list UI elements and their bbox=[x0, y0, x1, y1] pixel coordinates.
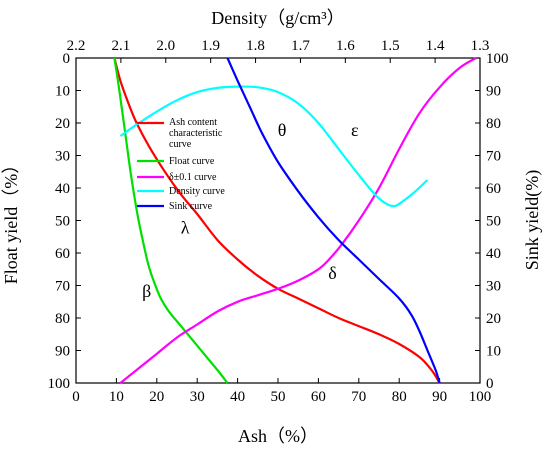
right-tick-label: 50 bbox=[486, 214, 501, 230]
ash-content-curve-line bbox=[113, 57, 441, 384]
left-tick-label: 20 bbox=[55, 116, 70, 132]
right-tick-label: 90 bbox=[486, 84, 501, 100]
x-tick-label: 70 bbox=[351, 389, 366, 405]
x-tick-label: 100 bbox=[469, 389, 492, 405]
right-tick-label: 60 bbox=[486, 181, 501, 197]
legend-label: Density curve bbox=[169, 186, 225, 197]
top-tick-label: 1.9 bbox=[201, 38, 220, 54]
ticks: 0 10 20 30 40 50 60 70 80 90 100010203040506070809… bbox=[48, 38, 509, 405]
right-axis-title: Sink yield(%) bbox=[522, 170, 543, 271]
right-tick-label: 100 bbox=[486, 51, 509, 67]
series-lines bbox=[113, 57, 477, 384]
top-tick-label: 1.8 bbox=[246, 38, 265, 54]
top-tick-label: 2.0 bbox=[156, 38, 175, 54]
left-tick-label: 70 bbox=[55, 279, 70, 295]
x-axis-title: Ash（%） bbox=[238, 426, 318, 446]
legend-label: Float curve bbox=[169, 156, 215, 167]
top-tick-label: 1.6 bbox=[336, 38, 355, 54]
x-tick-label: 90 bbox=[432, 389, 447, 405]
x-tick-label: 20 bbox=[149, 389, 164, 405]
legend-label: δ±0.1 curve bbox=[169, 172, 217, 183]
annotations: θ ε λ δ β bbox=[142, 120, 359, 301]
right-tick-label: 30 bbox=[486, 279, 501, 295]
legend-label: Sink curve bbox=[169, 201, 213, 212]
x-tick-label: 10 bbox=[109, 389, 124, 405]
x-tick-label: 0 bbox=[72, 389, 80, 405]
x-tick-label: 60 bbox=[311, 389, 326, 405]
sink-curve-line bbox=[226, 57, 441, 384]
left-axis-title: Float yield（%） bbox=[1, 156, 21, 285]
left-tick-label: 80 bbox=[55, 311, 70, 327]
curve-annotation: δ bbox=[328, 263, 336, 283]
curve-annotation: β bbox=[142, 281, 151, 301]
top-tick-label: 2.1 bbox=[112, 38, 131, 54]
x-tick-label: 40 bbox=[230, 389, 245, 405]
right-tick-label: 80 bbox=[486, 116, 501, 132]
x-tick-label: 50 bbox=[271, 389, 286, 405]
top-tick-label: 1.5 bbox=[381, 38, 400, 54]
top-tick-label: 1.4 bbox=[426, 38, 445, 54]
top-axis-title: Density（g/cm³） bbox=[211, 8, 344, 28]
x-tick-label: 30 bbox=[190, 389, 205, 405]
delta-curve-line bbox=[119, 57, 477, 384]
curve-annotation: θ bbox=[278, 120, 287, 140]
right-tick-label: 40 bbox=[486, 246, 501, 262]
right-tick-label: 10 bbox=[486, 344, 501, 360]
plot-frame bbox=[75, 57, 481, 384]
left-tick-label: 90 bbox=[55, 344, 70, 360]
left-tick-label: 0 bbox=[63, 51, 71, 67]
float-curve-line bbox=[113, 57, 229, 384]
left-tick-label: 50 bbox=[55, 214, 70, 230]
left-tick-label: 100 bbox=[48, 376, 71, 392]
left-tick-label: 10 bbox=[55, 84, 70, 100]
legend-label: Ash content characteristic curve bbox=[169, 117, 223, 150]
curve-annotation: ε bbox=[351, 120, 359, 140]
top-tick-label: 1.3 bbox=[471, 38, 490, 54]
right-tick-label: 0 bbox=[486, 376, 494, 392]
top-tick-label: 1.7 bbox=[291, 38, 310, 54]
x-tick-label: 80 bbox=[392, 389, 407, 405]
left-tick-label: 30 bbox=[55, 149, 70, 165]
legend: Ash content characteristic curve Float curv… bbox=[137, 117, 225, 212]
density-curve-line bbox=[119, 85, 429, 208]
right-tick-label: 20 bbox=[486, 311, 501, 327]
curve-annotation: λ bbox=[181, 218, 190, 238]
left-tick-label: 40 bbox=[55, 181, 70, 197]
right-tick-label: 70 bbox=[486, 149, 501, 165]
top-tick-label: 2.2 bbox=[67, 38, 86, 54]
left-tick-label: 60 bbox=[55, 246, 70, 262]
